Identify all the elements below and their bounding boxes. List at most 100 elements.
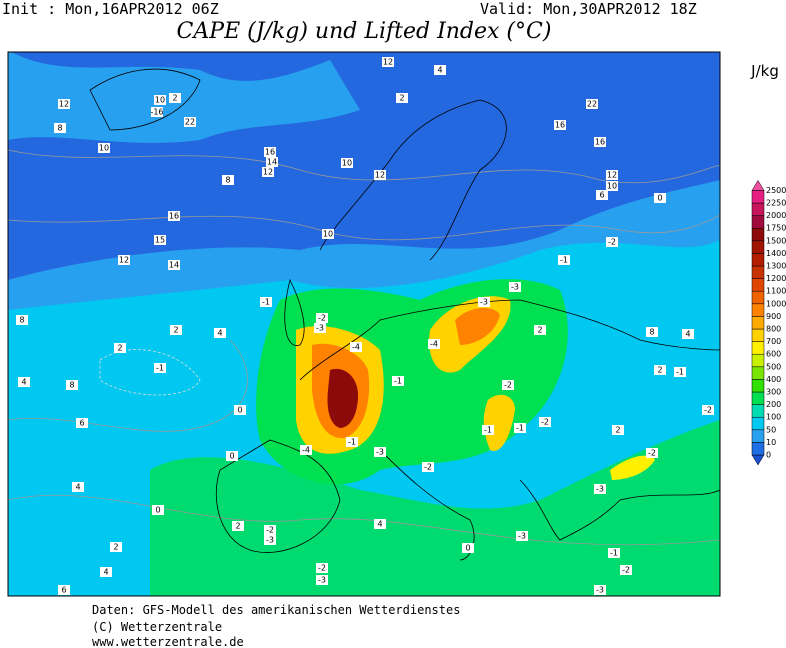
colorbar-segment [751, 303, 765, 317]
contour-label: -3 [316, 324, 324, 333]
colorbar-label: 400 [766, 375, 781, 384]
colorbar-label: 700 [766, 337, 781, 346]
contour-label: 22 [587, 100, 597, 109]
colorbar-label: 1200 [766, 274, 786, 283]
contour-label: 0 [229, 452, 234, 461]
contour-label: 0 [237, 406, 242, 415]
contour-label: -2 [704, 406, 712, 415]
label-box [606, 237, 618, 247]
footer-line: www.wetterzentrale.de [92, 635, 244, 648]
footer-line: (C) Wetterzentrale [92, 620, 222, 634]
label-box [264, 535, 276, 545]
colorbar-cap [751, 454, 765, 466]
label-box [509, 282, 521, 292]
label-box [72, 482, 84, 492]
colorbar-segment [751, 328, 765, 342]
unit-label: J/kg [750, 62, 779, 80]
contour-label: -2 [318, 564, 326, 573]
label-box [76, 418, 88, 428]
colorbar-label: 300 [766, 388, 781, 397]
label-box [596, 190, 608, 200]
colorbar-label: 2000 [766, 211, 786, 220]
contour-label: 2 [113, 543, 118, 552]
colorbar-label: 500 [766, 362, 781, 371]
contour-label: 10 [342, 159, 352, 168]
label-box [594, 484, 606, 494]
init-time: Init : Mon,16APR2012 06Z [2, 0, 219, 18]
contour-label: -1 [262, 298, 270, 307]
colorbar-label: 600 [766, 350, 781, 359]
region [455, 308, 500, 345]
coastlines [89, 68, 720, 561]
contour-label: 0 [155, 506, 160, 515]
label-box [674, 367, 686, 377]
colorbar-segment [751, 341, 765, 355]
label-box [168, 211, 180, 221]
contour-label: -2 [648, 449, 656, 458]
colorbar-cap [751, 179, 765, 191]
contour-label: -2 [504, 381, 512, 390]
contour-labels: 1281010-16222161412810121242221616121061… [16, 57, 714, 595]
label-box [154, 235, 166, 245]
colorbar-segment [751, 442, 765, 456]
contour-label: 12 [375, 171, 385, 180]
label-box [260, 297, 272, 307]
contour-label: 4 [217, 329, 222, 338]
label-box [16, 315, 28, 325]
label-box [114, 343, 126, 353]
colorbar-label: 1500 [766, 236, 786, 245]
contour-label: 10 [99, 144, 109, 153]
colorbar-segment [751, 429, 765, 443]
colorbar-label: 100 [766, 413, 781, 422]
label-box [620, 565, 632, 575]
footer-line: Daten: GFS-Modell des amerikanischen Wet… [92, 603, 460, 617]
label-box [558, 255, 570, 265]
label-box [612, 425, 624, 435]
contour-label: 4 [75, 483, 80, 492]
label-box [66, 380, 78, 390]
contour-label: 12 [263, 168, 273, 177]
colorbar-label: 900 [766, 312, 781, 321]
label-box [346, 437, 358, 447]
contour-label: -3 [596, 485, 604, 494]
contour-label: 15 [155, 236, 165, 245]
label-box [654, 193, 666, 203]
label-box [434, 65, 446, 75]
label-box [110, 542, 122, 552]
colorbar-segment [751, 202, 765, 216]
map [8, 52, 720, 596]
valid-time: Valid: Mon,30APR2012 18Z [480, 0, 697, 18]
colorbar-segment [751, 353, 765, 368]
contour-label: -2 [266, 526, 274, 535]
colorbar-label: 2250 [766, 199, 786, 208]
region [610, 455, 655, 480]
label-box [374, 170, 386, 180]
region [483, 394, 515, 451]
label-box [350, 342, 362, 352]
label-box [232, 521, 244, 531]
label-box [234, 405, 246, 415]
contour-label: 2 [235, 522, 240, 531]
label-box [154, 95, 166, 105]
label-box [382, 57, 394, 67]
label-box [222, 175, 234, 185]
contour-label: 4 [21, 378, 26, 387]
label-box [428, 339, 440, 349]
label-box [151, 107, 163, 117]
colorbar-segment [751, 379, 765, 393]
contour-label: -2 [424, 463, 432, 472]
label-box [539, 417, 551, 427]
contour-label: -3 [480, 298, 488, 307]
label-box [514, 423, 526, 433]
label-box [154, 363, 166, 373]
contour-label: 8 [57, 124, 62, 133]
map-frame [7, 51, 721, 597]
colorbar-segment [751, 366, 765, 380]
map-title: CAPE (J/kg) und Lifted Index (°C) [177, 19, 552, 44]
label-box [646, 327, 658, 337]
contour-label: 10 [607, 182, 617, 191]
contour-label: 14 [267, 158, 277, 167]
label-box [316, 575, 328, 585]
label-box [594, 137, 606, 147]
colorbar-label: 0 [766, 451, 771, 460]
